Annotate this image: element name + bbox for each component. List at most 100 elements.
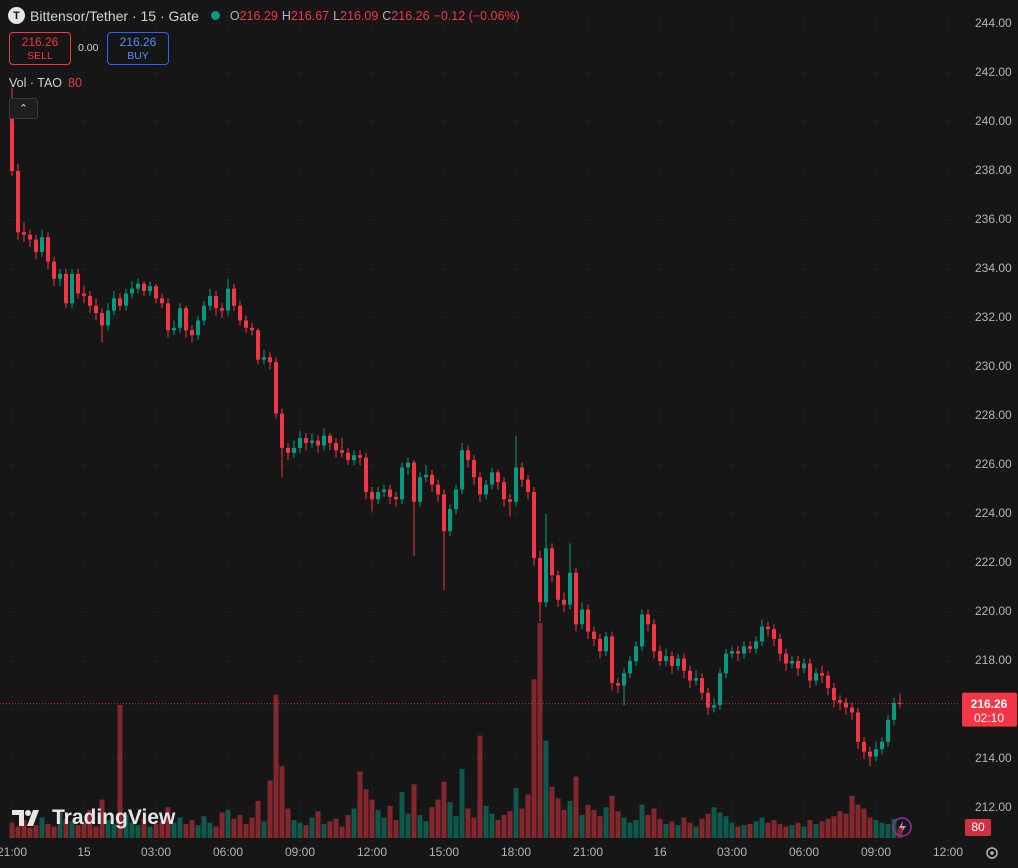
candle-body <box>226 288 230 311</box>
volume-bar <box>765 822 771 838</box>
volume-bar <box>207 822 213 838</box>
volume-bar <box>465 808 471 838</box>
volume-bar <box>651 808 657 838</box>
volume-bar <box>285 808 291 838</box>
volume-bar <box>447 802 453 838</box>
candle-body <box>58 273 62 279</box>
candle-body <box>496 472 500 483</box>
volume-bar <box>729 822 735 838</box>
candle-body <box>406 462 410 468</box>
collapse-button[interactable]: ⌃ <box>9 98 38 119</box>
buy-button[interactable]: 216.26 BUY <box>107 32 169 65</box>
volume-bar <box>657 818 663 838</box>
volume-bar <box>687 822 693 838</box>
candle-body <box>334 442 338 451</box>
candle-body <box>502 482 506 500</box>
volume-bar <box>423 821 429 838</box>
volume-bar <box>855 804 861 838</box>
volume-bar <box>699 818 705 838</box>
candle-body <box>100 313 104 326</box>
candle-body <box>238 305 242 321</box>
volume-bar <box>159 821 165 838</box>
volume-bar <box>291 820 297 838</box>
y-tick-label: 226.00 <box>975 457 1012 471</box>
candle-body <box>382 489 386 492</box>
candle-body <box>670 656 674 666</box>
candle-body <box>856 712 860 742</box>
price-tag <box>962 692 1017 727</box>
candle-body <box>736 651 740 654</box>
settings-icon[interactable] <box>986 847 998 859</box>
y-tick-label: 228.00 <box>975 408 1012 422</box>
volume-bar <box>327 821 333 838</box>
volume-bar <box>567 800 573 838</box>
volume-bar <box>321 823 327 838</box>
legend-key: L <box>333 8 341 23</box>
volume-bar <box>843 813 849 838</box>
candle-body <box>676 658 680 666</box>
volume-bar <box>675 825 681 838</box>
candle-body <box>832 687 836 701</box>
volume-value: 80 <box>68 76 82 90</box>
sell-button[interactable]: 216.26 SELL <box>9 32 71 65</box>
alert-icon[interactable] <box>892 817 912 837</box>
spread: 0.00 <box>78 42 99 54</box>
candle-body <box>526 479 530 492</box>
volume-bar <box>555 798 561 838</box>
volume-bar <box>51 826 57 838</box>
volume-bar <box>9 822 15 838</box>
candle-body <box>886 719 890 742</box>
volume-bar <box>633 820 639 838</box>
volume-bar <box>225 809 231 838</box>
volume-bar <box>273 694 279 838</box>
buy-price: 216.26 <box>119 34 157 49</box>
candle-body <box>490 472 494 485</box>
candle-body <box>370 491 374 500</box>
candle-body <box>730 651 734 654</box>
volume-bar <box>129 822 135 838</box>
candle-body <box>580 609 584 625</box>
watermark-text: TradingView <box>52 806 176 829</box>
candle-body <box>196 320 200 336</box>
candle-body <box>358 455 362 458</box>
candle-body <box>70 273 74 304</box>
candle-body <box>214 295 218 309</box>
candle-body <box>748 646 752 649</box>
candle-body <box>598 638 602 652</box>
volume-bar <box>81 822 87 838</box>
candle-body <box>790 661 794 664</box>
sell-price: 216.26 <box>21 34 59 49</box>
y-tick-label: 212.00 <box>975 800 1012 814</box>
volume-bar <box>531 679 537 838</box>
x-tick-label: 03:00 <box>141 845 171 859</box>
candle-body <box>538 558 542 603</box>
candle-body <box>682 658 686 671</box>
candle-body <box>460 450 464 490</box>
x-tick-label: 12:00 <box>357 845 387 859</box>
volume-bar <box>231 818 237 838</box>
volume-bar <box>897 827 903 838</box>
candle-body <box>142 283 146 292</box>
candle-body <box>640 614 644 647</box>
candle-body <box>718 673 722 706</box>
candle-body <box>622 673 626 686</box>
volume-bar <box>141 818 147 838</box>
volume-bar <box>189 820 195 838</box>
volume-bar <box>393 820 399 838</box>
candle-body <box>220 308 224 311</box>
symbol-title[interactable]: Bittensor/Tether · 15 · Gate <box>30 7 199 24</box>
volume-bar <box>279 766 285 838</box>
x-tick-label: 21:00 <box>573 845 603 859</box>
volume-bar <box>171 822 177 838</box>
candle-body <box>136 283 140 289</box>
y-tick-label: 230.00 <box>975 359 1012 373</box>
candle-body <box>544 548 548 603</box>
candle-body <box>274 362 278 414</box>
legend-value: 216.67 <box>290 8 330 23</box>
volume-bar <box>351 808 357 838</box>
volume-bar <box>315 811 321 838</box>
volume-bar <box>39 817 45 838</box>
candle-body <box>850 707 854 713</box>
candle-body <box>298 438 302 448</box>
buy-label: BUY <box>127 49 149 62</box>
